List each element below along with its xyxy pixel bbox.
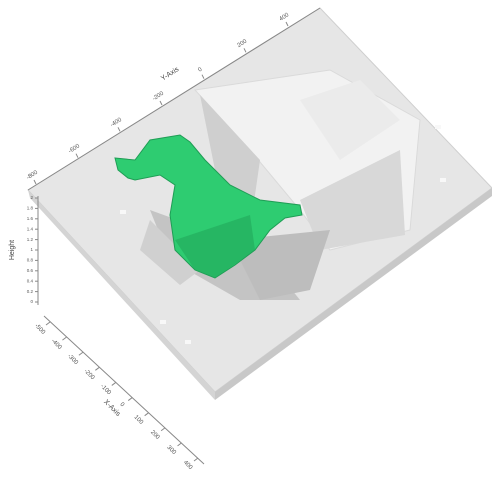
z-tick-label: 0.6 [27, 268, 34, 273]
y-tick-label: 400 [278, 12, 290, 23]
x-tick [45, 321, 51, 326]
y-tick-label: -200 [152, 90, 166, 102]
x-tick [177, 442, 182, 447]
z-tick-label: 2 [30, 195, 33, 200]
x-axis-line [43, 315, 205, 465]
z-tick-label: 1.8 [27, 206, 34, 211]
y-tick [159, 100, 163, 106]
plate-side [215, 188, 492, 400]
y-tick-label: 0 [197, 66, 204, 73]
x-tick [127, 397, 133, 401]
x-tick [78, 351, 84, 356]
y-tick [117, 127, 121, 132]
y-tick-label: -600 [68, 143, 82, 155]
z-tick-label: 1.2 [27, 237, 34, 242]
x-tick [62, 336, 67, 341]
y-tick [201, 74, 205, 79]
x-tick-label: 100 [133, 414, 145, 426]
z-tick-label: 1 [30, 247, 33, 252]
x-tick-label: -300 [66, 353, 79, 366]
z-tick-label: 0.4 [27, 278, 34, 283]
x-tick [160, 427, 166, 432]
y-tick [33, 179, 37, 185]
x-tick [144, 412, 149, 417]
plate-side [28, 190, 215, 400]
x-axis-title: X-Axis [102, 399, 122, 419]
z-tick-label: 1.4 [27, 226, 34, 231]
x-tick-label: 400 [182, 460, 194, 472]
x-tick-label: -200 [83, 368, 96, 381]
z-axis-title: Height [9, 240, 16, 260]
x-tick-label: -500 [33, 323, 46, 336]
y-tick-label: -400 [110, 117, 124, 129]
x-tick [95, 366, 100, 371]
y-tick-label: 200 [236, 38, 248, 49]
y-tick-label: -800 [26, 169, 40, 181]
y-tick [285, 21, 289, 27]
x-tick-label: -400 [50, 338, 63, 351]
y-tick [75, 153, 79, 158]
y-tick [243, 48, 247, 53]
z-tick-label: 0.8 [27, 258, 34, 263]
x-tick-label: 0 [119, 402, 126, 409]
x-tick-label: 300 [165, 445, 177, 457]
highlight-region [114, 134, 303, 279]
x-tick [193, 457, 199, 462]
x-tick-label: 200 [149, 430, 161, 442]
z-tick-label: 1.6 [27, 216, 34, 221]
x-tick-label: -100 [99, 383, 112, 396]
z-tick-label: 0.2 [27, 289, 34, 294]
y-axis-line [27, 7, 321, 191]
x-tick [111, 382, 117, 386]
y-axis-title: Y-Axis [160, 66, 181, 83]
z-tick-label: 0 [30, 299, 33, 304]
